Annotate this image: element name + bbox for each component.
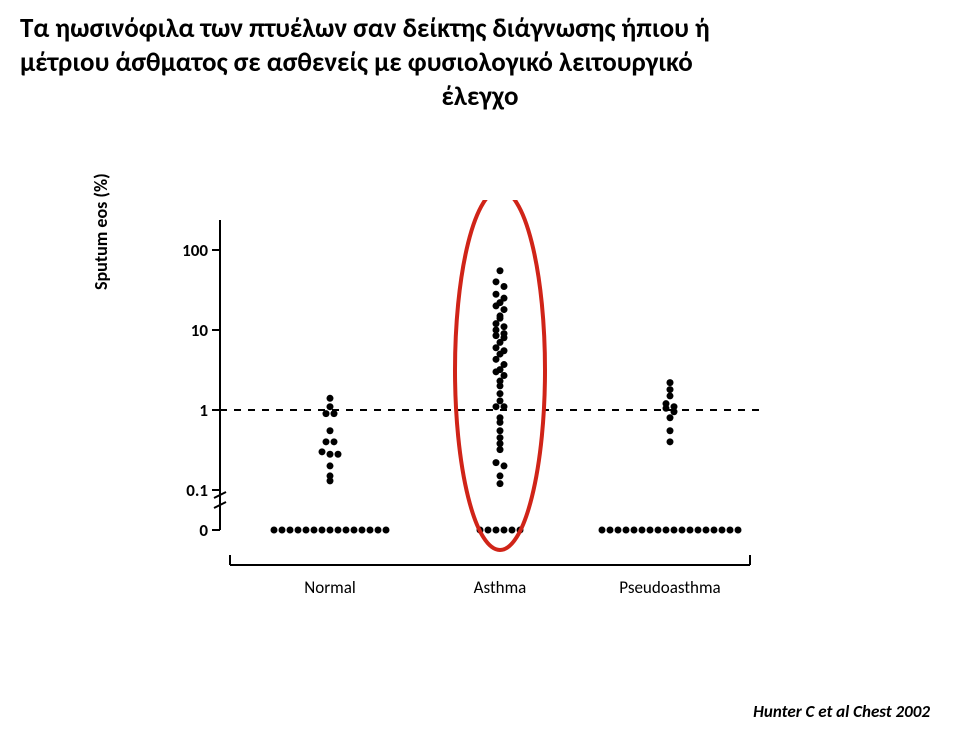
- svg-text:Pseudoasthma: Pseudoasthma: [619, 577, 720, 598]
- citation-text: Hunter C et al Chest 2002: [753, 701, 930, 722]
- svg-text:0: 0: [199, 520, 208, 541]
- svg-text:Normal: Normal: [304, 577, 356, 598]
- svg-text:100: 100: [182, 240, 208, 261]
- slide-title: Τα ηωσινόφιλα των πτυέλων σαν δείκτης δι…: [20, 12, 940, 113]
- svg-text:0.1: 0.1: [186, 480, 208, 501]
- sputum-eos-chart: Sputum eos (%) 1001010.10NormalAsthmaPse…: [150, 200, 810, 630]
- title-line-2: μέτριου άσθματος σε ασθενείς με φυσιολογ…: [20, 46, 940, 80]
- svg-text:10: 10: [191, 320, 209, 341]
- chart-svg: 100 10 1 0.1 0 Normal Asthma Pseudoasthma: [150, 200, 810, 630]
- y-axis-label: Sputum eos (%): [90, 173, 112, 290]
- svg-text:Asthma: Asthma: [474, 577, 527, 598]
- title-line-1: Τα ηωσινόφιλα των πτυέλων σαν δείκτης δι…: [20, 12, 940, 46]
- svg-text:1: 1: [199, 400, 208, 421]
- title-line-3: έλεγχο: [20, 80, 940, 114]
